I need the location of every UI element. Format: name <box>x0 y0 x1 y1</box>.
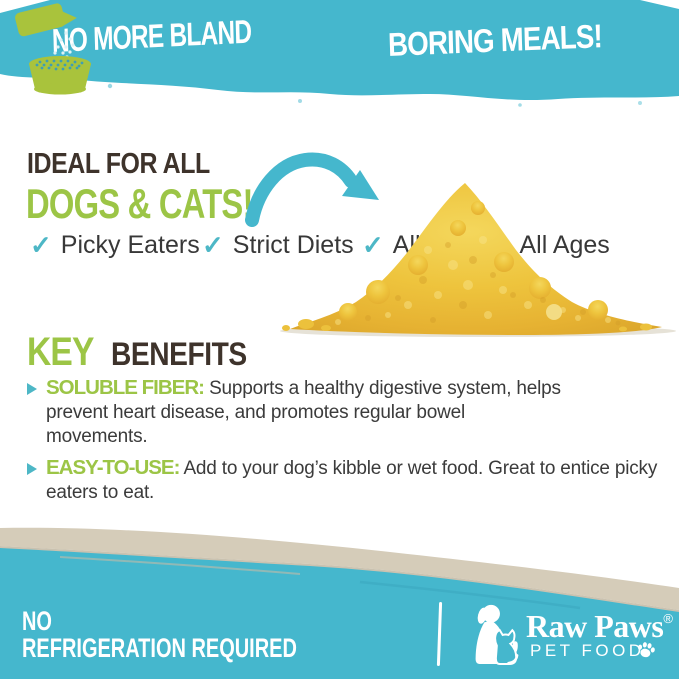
check-icon: ✓ <box>202 230 224 260</box>
raw-paws-logo: Raw Paws® PET FOOD <box>464 600 674 670</box>
benefit-label: EASY-TO-USE: <box>46 456 180 479</box>
check-icon: ✓ <box>362 230 384 260</box>
registered-mark: ® <box>663 611 673 626</box>
bullet-triangle-icon <box>27 383 37 395</box>
benefit-text: SOLUBLE FIBER: Supports a healthy digest… <box>46 376 567 449</box>
benefits-heading-rest: BENEFITS <box>111 336 247 372</box>
check-icon: ✓ <box>30 230 52 260</box>
check-item-picky-eaters: ✓ Picky Eaters <box>30 229 202 262</box>
check-label: Picky Eaters <box>60 231 200 259</box>
footer-line2: REFRIGERATION REQUIRED <box>22 633 297 663</box>
brand-name-row: Raw Paws® <box>526 608 673 645</box>
bottom-banner: NO REFRIGERATION REQUIRED Raw Paws® PET … <box>0 524 679 679</box>
brand-name: Raw Paws <box>526 608 664 644</box>
footer-line1: NO <box>22 606 52 636</box>
benefits-heading-accent: KEY <box>27 330 94 374</box>
check-item-strict-diets: ✓ Strict Diets <box>202 229 362 262</box>
benefit-body: Add to your dog’s kibble or wet food. Gr… <box>46 458 658 503</box>
check-label: All Ages <box>519 231 610 259</box>
ideal-heading-line1: IDEAL FOR ALL <box>27 148 210 180</box>
check-label: Strict Diets <box>232 231 354 259</box>
benefit-item-soluble-fiber: SOLUBLE FIBER: Supports a healthy digest… <box>27 376 567 449</box>
benefit-body: Supports a healthy digestive system, hel… <box>46 378 561 447</box>
benefit-label: SOLUBLE FIBER: <box>46 376 205 399</box>
top-banner: NO MORE BLAND BORING MEALS! <box>0 0 679 112</box>
benefit-item-easy-to-use: EASY-TO-USE: Add to your dog’s kibble or… <box>27 456 677 505</box>
bullet-triangle-icon <box>27 463 37 475</box>
curved-arrow-icon <box>245 152 379 227</box>
shaker-bowl-icon <box>15 3 91 95</box>
ideal-heading-line2: DOGS & CATS! <box>26 180 253 227</box>
paw-print-icon <box>638 642 655 658</box>
top-banner-brushstroke <box>0 0 679 107</box>
benefits-heading: KEY BENEFITS <box>27 330 265 375</box>
powder-pile-photo <box>280 183 676 337</box>
brand-subtitle: PET FOOD <box>530 641 645 660</box>
dog-cat-logo-icon <box>475 604 519 665</box>
benefit-text: EASY-TO-USE: Add to your dog’s kibble or… <box>46 456 677 505</box>
